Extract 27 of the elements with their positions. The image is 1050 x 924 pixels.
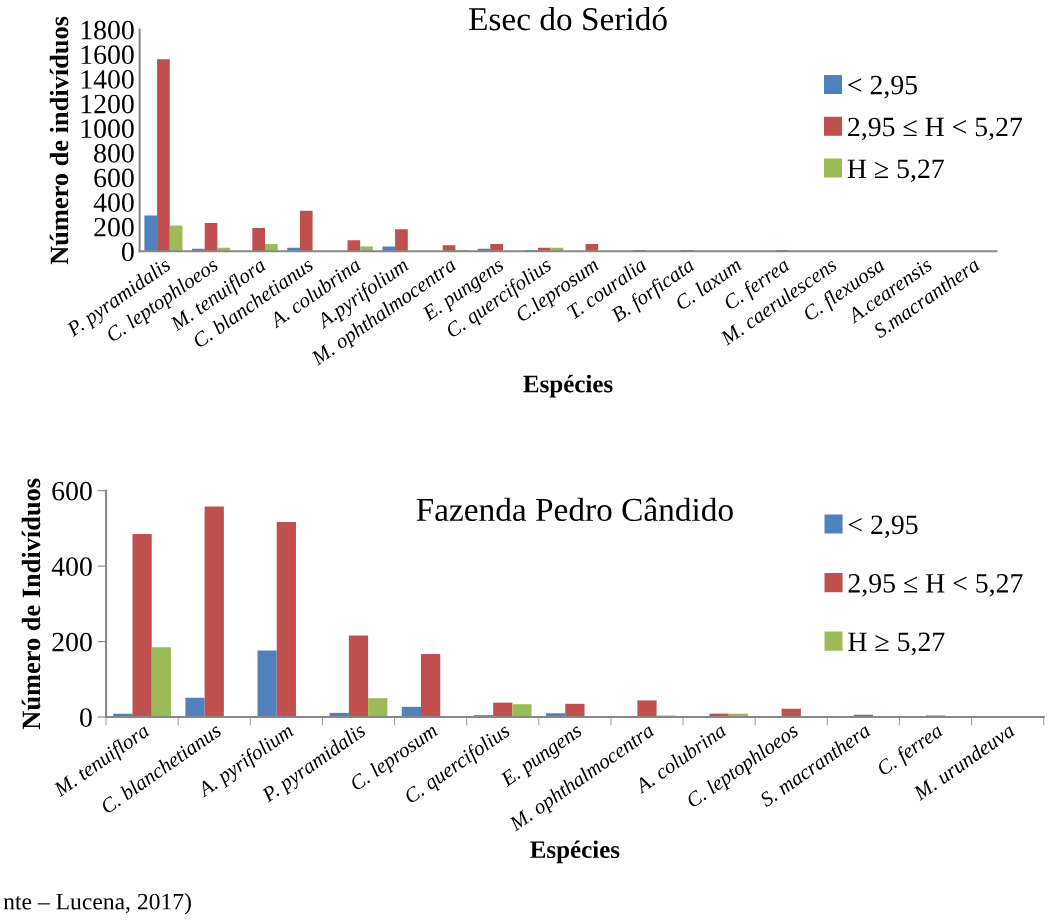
- legend-label: < 2,95: [848, 515, 918, 539]
- y-tick-label: 1800: [81, 20, 134, 40]
- x-axis-title: Espécies: [530, 840, 620, 864]
- legend-label: H ≥ 5,27: [848, 632, 945, 656]
- chart-title: Fazenda Pedro Cândido: [416, 497, 733, 522]
- y-tick-label: 0: [80, 708, 92, 727]
- y-tick-label: 200: [52, 632, 92, 652]
- y-tick-label: 600: [52, 481, 92, 501]
- y-tick-label: 1200: [81, 94, 134, 114]
- y-tick-label: 1600: [81, 45, 134, 65]
- y-tick-label: 600: [94, 168, 134, 188]
- y-tick-label: 400: [51, 557, 92, 577]
- y-axis-title: Número de indivíduos: [49, 16, 69, 265]
- legend-label: < 2,95: [848, 75, 918, 99]
- y-tick-label: 800: [94, 143, 134, 163]
- x-axis-title: Espécies: [523, 374, 613, 398]
- y-axis-title: Número de Indivíduos: [21, 478, 41, 730]
- y-tick-label: 1000: [81, 119, 134, 139]
- legend-label: 2,95 ≤ H < 5,27: [848, 574, 1023, 597]
- chart-title: Esec do Seridó: [469, 6, 667, 31]
- legend-label: 2,95 ≤ H < 5,27: [848, 117, 1023, 141]
- text: nte – Lucena, 2017): [3, 892, 191, 915]
- y-tick-label: 0: [121, 242, 134, 262]
- y-tick-label: 400: [93, 193, 134, 212]
- y-tick-label: 1400: [81, 70, 134, 89]
- legend-label: H ≥ 5,27: [847, 159, 944, 183]
- y-tick-label: 200: [94, 217, 134, 237]
